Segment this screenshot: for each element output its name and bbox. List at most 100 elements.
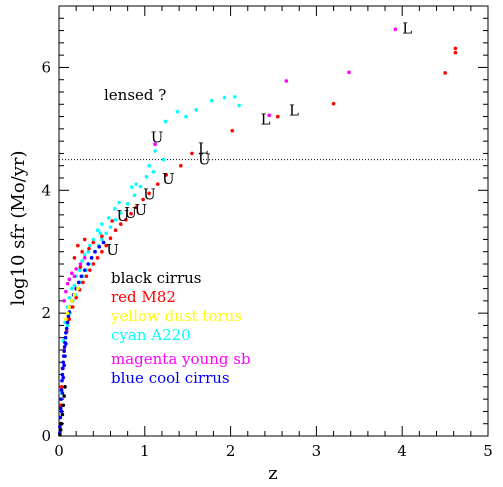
point-label: U	[151, 128, 164, 146]
data-point	[61, 366, 65, 371]
x-axis-label: z	[268, 463, 277, 484]
data-point	[63, 320, 67, 325]
legend-entry: yellow dust torus	[110, 307, 242, 325]
data-point	[108, 236, 113, 240]
data-point	[88, 268, 92, 272]
data-point	[64, 331, 68, 335]
tick-labels: 0 1 2 3 4 5 0 2 4 6	[41, 58, 492, 460]
data-point	[63, 335, 68, 340]
data-point	[76, 280, 81, 285]
data-point	[106, 216, 111, 220]
data-point	[117, 200, 121, 205]
y-tick-label: 0	[41, 427, 51, 445]
data-point	[453, 46, 458, 51]
data-point	[80, 259, 84, 263]
data-point	[87, 246, 91, 251]
data-point	[65, 311, 70, 315]
y-tick-label: 2	[41, 304, 51, 322]
y-tick-label: 4	[41, 181, 51, 199]
x-tick-label: 5	[483, 442, 493, 460]
data-point	[113, 217, 118, 222]
data-point	[67, 277, 72, 282]
data-point	[130, 185, 134, 190]
data-point	[108, 225, 113, 229]
legend-entry: cyan A220	[111, 326, 191, 344]
data-point	[58, 406, 63, 411]
data-point	[347, 70, 351, 75]
data-point	[67, 295, 72, 300]
data-point	[59, 397, 63, 401]
data-point	[70, 271, 74, 276]
data-point	[60, 391, 65, 395]
data-point	[141, 197, 145, 202]
data-point	[155, 182, 160, 186]
data-point	[138, 184, 143, 189]
data-point	[147, 191, 151, 196]
data-point	[147, 163, 151, 168]
data-point	[209, 98, 214, 103]
data-point	[62, 299, 66, 303]
data-point	[443, 71, 447, 75]
annotation-lensed: lensed ?	[104, 86, 166, 104]
data-point	[184, 114, 188, 119]
point-label: U	[198, 150, 211, 168]
data-point	[237, 103, 241, 108]
data-point	[61, 375, 66, 380]
data-point	[82, 252, 87, 257]
point-label: U	[116, 207, 129, 225]
data-point	[81, 280, 85, 285]
data-points	[58, 27, 458, 437]
data-point	[100, 249, 104, 254]
data-point	[88, 243, 92, 248]
point-label: L	[261, 111, 271, 129]
data-point	[91, 262, 96, 266]
data-point	[65, 320, 70, 325]
data-point	[77, 268, 82, 272]
data-point	[97, 245, 102, 249]
data-point	[59, 421, 64, 426]
data-point	[275, 114, 280, 119]
y-tick-label: 6	[41, 58, 51, 76]
data-point	[60, 412, 65, 417]
data-point	[161, 157, 166, 162]
data-point	[125, 202, 130, 206]
data-point	[153, 142, 157, 147]
data-point	[112, 206, 117, 211]
x-tick-label: 4	[397, 442, 407, 460]
data-point	[64, 317, 68, 322]
data-point	[79, 274, 84, 279]
data-point	[84, 274, 89, 279]
data-point	[72, 256, 77, 260]
data-point	[91, 240, 96, 245]
data-point	[62, 349, 66, 354]
data-point	[72, 292, 77, 297]
data-point	[76, 286, 80, 291]
data-point	[80, 249, 84, 254]
data-point	[58, 424, 62, 429]
data-point	[194, 108, 199, 112]
data-point	[151, 170, 156, 174]
data-point	[65, 281, 70, 286]
data-point	[78, 262, 83, 266]
plot-frame	[58, 5, 489, 437]
point-label: L	[289, 101, 299, 119]
data-point	[58, 415, 63, 420]
data-point	[67, 317, 72, 322]
data-point	[93, 249, 97, 254]
data-point	[86, 262, 90, 266]
data-point	[100, 234, 104, 239]
data-point	[61, 403, 66, 408]
data-point	[163, 119, 168, 124]
data-point	[190, 151, 194, 156]
data-point	[233, 95, 237, 99]
x-tick-label: 2	[226, 442, 236, 460]
legend-entry: blue cool cirrus	[111, 369, 230, 387]
legend-entry: magenta young sb	[111, 350, 251, 368]
y-axis-label: log10 sfr (Mo/yr)	[8, 150, 29, 305]
point-label: L	[402, 20, 412, 38]
data-point	[267, 113, 272, 118]
x-tick-label: 3	[312, 442, 322, 460]
